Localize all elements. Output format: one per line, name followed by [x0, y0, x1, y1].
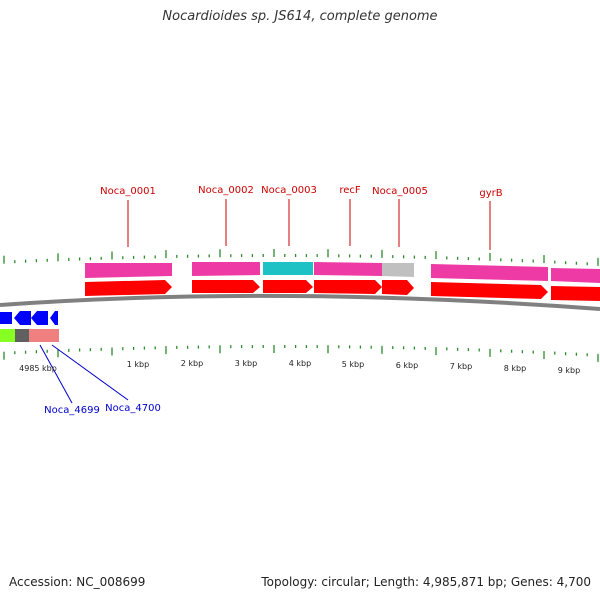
gene-track	[85, 262, 600, 283]
gene-label-noca-4699: Noca_4699	[44, 405, 100, 416]
scale-label-4-kbp: 4 kbp	[289, 359, 311, 368]
cds-arrow[interactable]	[431, 282, 548, 299]
gene-label-gyrb: gyrB	[479, 188, 502, 199]
reverse-gene-green[interactable]	[0, 329, 15, 342]
gene-recf[interactable]	[314, 262, 382, 276]
connector-noca-4700	[51, 344, 129, 401]
cds-arrow[interactable]	[85, 280, 172, 296]
scale-label-9-kbp: 9 kbp	[558, 366, 580, 375]
reverse-cds-arrow[interactable]	[14, 311, 31, 325]
scale-label-8-kbp: 8 kbp	[504, 364, 526, 373]
accession-text: Accession: NC_008699	[9, 575, 146, 589]
cds-arrow[interactable]	[192, 280, 260, 293]
scale-label-5-kbp: 5 kbp	[342, 360, 364, 369]
tick-row-top	[3, 249, 599, 266]
map-title: Nocardioides sp. JS614, complete genome	[162, 9, 438, 24]
gene-noca-0005[interactable]	[382, 263, 414, 277]
gene-noca-0001[interactable]	[85, 263, 172, 278]
reverse-gene-darkgrey[interactable]	[15, 329, 29, 342]
gene-noca-4699[interactable]	[29, 329, 45, 342]
label-connectors	[39, 199, 491, 404]
gene-label-noca-0003: Noca_0003	[261, 185, 317, 196]
gene-label-noca-0005: Noca_0005	[372, 186, 428, 197]
gene-next[interactable]	[551, 268, 600, 283]
gene-noca-0003[interactable]	[263, 262, 313, 275]
reverse-cds-arrow[interactable]	[50, 311, 58, 325]
cds-arrow[interactable]	[551, 286, 600, 301]
scale-label-2-kbp: 2 kbp	[181, 359, 203, 368]
scale-label-6-kbp: 6 kbp	[396, 361, 418, 370]
gene-label-noca-0002: Noca_0002	[198, 185, 254, 196]
scale-label-4985-kbp: 4985 kbp	[19, 364, 57, 373]
scale-label-1-kbp: 1 kbp	[127, 360, 149, 369]
gene-label-recf: recF	[339, 185, 361, 196]
cds-track	[85, 280, 600, 301]
genome-backbone	[0, 293, 600, 311]
topology-info-text: Topology: circular; Length: 4,985,871 bp…	[261, 575, 591, 589]
gene-label-noca-4700: Noca_4700	[105, 403, 161, 414]
gene-noca-0002[interactable]	[192, 262, 260, 276]
tick-row-bottom	[3, 345, 599, 362]
connector-noca-4699	[39, 344, 73, 404]
cds-arrow[interactable]	[263, 280, 313, 293]
cds-arrow[interactable]	[314, 280, 382, 294]
scale-label-3-kbp: 3 kbp	[235, 359, 257, 368]
gene-label-noca-0001: Noca_0001	[100, 186, 156, 197]
reverse-strand-track	[0, 311, 59, 342]
gene-gyrb[interactable]	[431, 264, 548, 281]
cds-arrow[interactable]	[382, 280, 414, 295]
gene-noca-4700[interactable]	[45, 329, 59, 342]
reverse-gene-block[interactable]	[0, 312, 12, 324]
reverse-cds-arrow[interactable]	[31, 311, 48, 325]
scale-label-7-kbp: 7 kbp	[450, 362, 472, 371]
